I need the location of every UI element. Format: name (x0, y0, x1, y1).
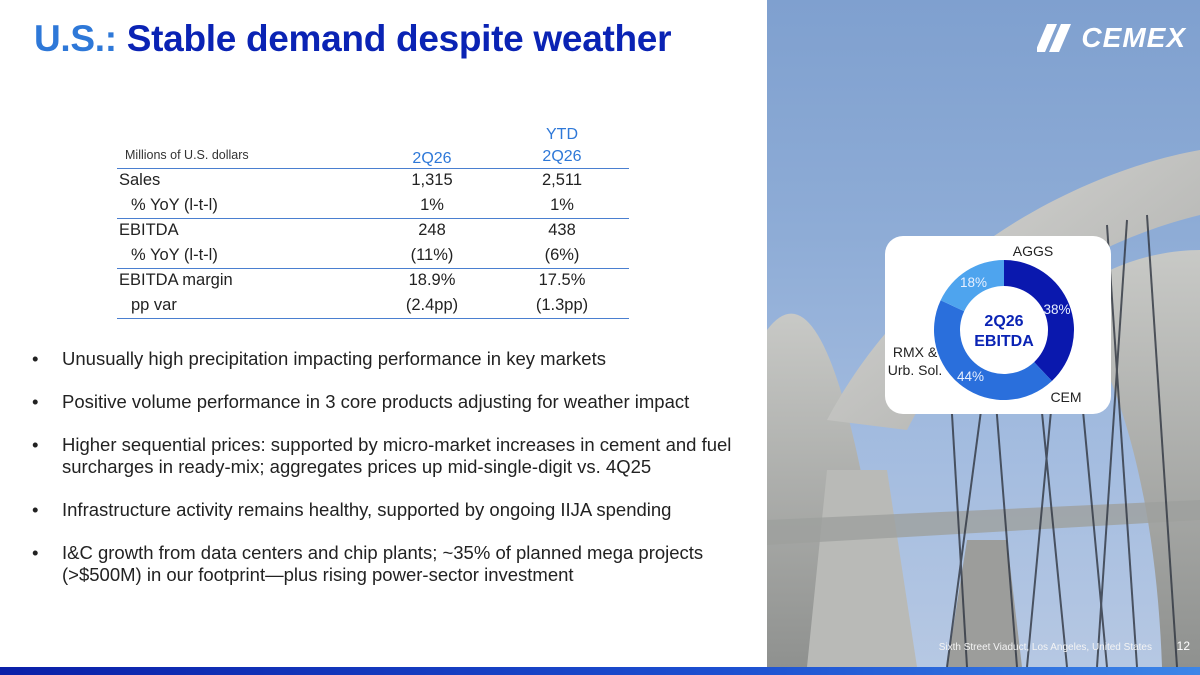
bullet-item: • Infrastructure activity remains healthy… (30, 499, 760, 521)
page-number: 12 (1176, 639, 1190, 653)
donut-slice-cem (934, 300, 1052, 400)
donut-slice-rmx-urb-sol (940, 260, 1004, 312)
bullet-marker: • (32, 542, 39, 563)
row-label: % YoY (l-t-l) (131, 195, 218, 214)
column-header-ytd-line1: YTD (546, 126, 578, 143)
photo-caption: Sixth Street Viaduct, Los Angeles, Unite… (938, 642, 1152, 653)
bullet-text: Higher sequential prices: supported by m… (62, 434, 732, 477)
bullet-text: I&C growth from data centers and chip pl… (62, 542, 704, 585)
title-prefix: U.S.: (34, 18, 117, 59)
logo-wordmark: CEMEX (1081, 22, 1186, 53)
column-header-ytd: YTD 2Q26 (517, 124, 607, 168)
donut-center-label: 2Q26 (984, 313, 1023, 330)
units-label: Millions of U.S. dollars (125, 148, 249, 162)
row-value-2q26: 18.9% (408, 271, 456, 289)
column-header-ytd-line2: 2Q26 (542, 148, 582, 165)
donut-percent-label: 18% (960, 275, 987, 290)
financial-table: Millions of U.S. dollars 2Q26 YTD 2Q26 S… (117, 118, 629, 319)
row-value-ytd: 17.5% (538, 271, 586, 289)
row-value-ytd: (1.3pp) (535, 295, 589, 314)
table-row: EBITDA 248 438 (117, 219, 629, 244)
row-value-2q26: (11%) (410, 245, 454, 264)
table-row: EBITDA margin 18.9% 17.5% (117, 269, 629, 294)
page-title: U.S.: Stable demand despite weather (34, 18, 671, 60)
table-row: % YoY (l-t-l) (11%) (6%) (117, 244, 629, 269)
bullet-marker: • (32, 499, 39, 520)
row-label: pp var (131, 295, 177, 314)
row-value-ytd: 438 (548, 221, 576, 239)
title-main: Stable demand despite weather (126, 18, 672, 59)
bullet-list: • Unusually high precipitation impacting … (30, 348, 760, 607)
cemex-slash-logo-icon (1037, 24, 1072, 52)
table-header: Millions of U.S. dollars 2Q26 YTD 2Q26 (117, 118, 629, 169)
row-value-2q26: 248 (418, 221, 446, 239)
bullet-marker: • (32, 348, 39, 369)
row-label: % YoY (l-t-l) (131, 245, 218, 264)
donut-percent-label: 44% (957, 369, 984, 384)
donut-category-label: CEM (1050, 389, 1081, 405)
bullet-text: Positive volume performance in 3 core pr… (62, 391, 690, 412)
table-row: pp var (2.4pp) (1.3pp) (117, 294, 629, 319)
bullet-text: Infrastructure activity remains healthy,… (62, 499, 672, 520)
row-label: Sales (119, 171, 161, 189)
table-row: Sales 1,315 2,511 (117, 169, 629, 194)
bullet-marker: • (32, 434, 39, 455)
row-label: EBITDA (119, 221, 179, 239)
donut-category-label: Urb. Sol. (888, 362, 942, 378)
bullet-item: • Higher sequential prices: supported by … (30, 434, 760, 478)
donut-category-label: AGGS (1013, 243, 1053, 259)
row-value-2q26: 1% (420, 195, 444, 214)
bottom-accent-bar (0, 667, 1200, 675)
ebitda-donut-chart: 38% AGGS 44% CEM 18% RMX & Urb. Sol. 2Q26 EBITDA (888, 243, 1082, 405)
donut-percent-label: 38% (1043, 302, 1070, 317)
donut-center-label: EBITDA (974, 333, 1034, 350)
bullet-item: • I&C growth from data centers and chip p… (30, 542, 760, 586)
bullet-item: • Positive volume performance in 3 core p… (30, 391, 760, 413)
bullet-marker: • (32, 391, 39, 412)
bullet-item: • Unusually high precipitation impacting … (30, 348, 760, 370)
column-header-2q26-line2: 2Q26 (412, 150, 452, 167)
row-value-ytd: 2,511 (541, 171, 583, 189)
column-header-2q26: 2Q26 (387, 150, 477, 168)
row-value-ytd: 1% (550, 195, 574, 214)
table-body: Sales 1,315 2,511 % YoY (l-t-l) 1% 1% EBITDA 24… (117, 169, 629, 319)
row-value-ytd: (6%) (544, 245, 580, 264)
bullet-text: Unusually high precipitation impacting p… (62, 348, 606, 369)
row-value-2q26: 1,315 (411, 171, 453, 189)
row-label: EBITDA margin (119, 271, 233, 289)
row-value-2q26: (2.4pp) (405, 295, 459, 314)
ebitda-donut-card: 38% AGGS 44% CEM 18% RMX & Urb. Sol. 2Q26 EBITDA (885, 236, 1111, 414)
cemex-logo: CEMEX (1037, 22, 1186, 54)
table-row: % YoY (l-t-l) 1% 1% (117, 194, 629, 219)
donut-category-label: RMX & (893, 344, 938, 360)
donut-slice-aggs (1004, 260, 1074, 382)
